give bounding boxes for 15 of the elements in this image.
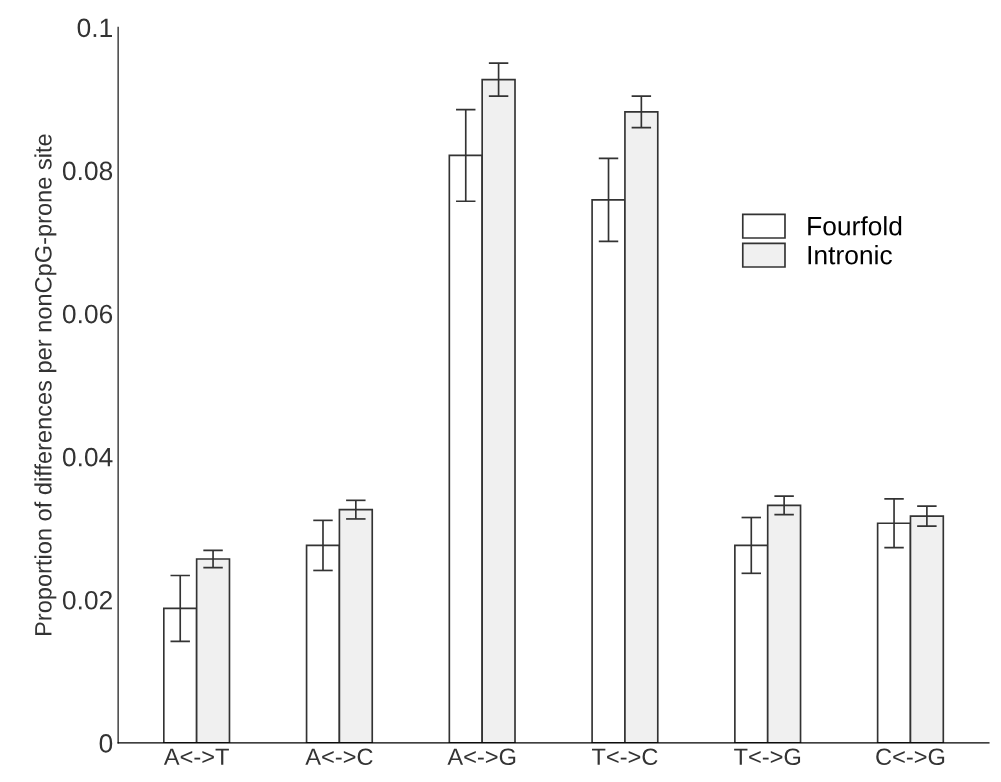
x-tick-label: C<->G: [876, 748, 945, 766]
y-tick-label: 0.04: [62, 447, 113, 467]
x-tick-label: A<->T: [163, 748, 229, 765]
x-tick-label: A<->G: [447, 748, 516, 766]
y-axis-title: Proportion of differences per nonCpG-prone site: [34, 134, 57, 635]
x-tick-label: T<->C: [592, 748, 658, 766]
legend-label: Intronic: [808, 245, 892, 265]
y-tick-label: 0.06: [62, 304, 113, 324]
y-tick-label: 0.02: [62, 590, 112, 610]
y-tick-label: 0.1: [77, 18, 112, 38]
legend-label: Fourfold: [808, 216, 902, 236]
y-tick-label: 0.08: [62, 161, 113, 181]
x-tick-label: T<->G: [734, 748, 801, 766]
y-tick-label: 0: [99, 734, 113, 753]
x-tick-label: A<->C: [305, 748, 373, 766]
